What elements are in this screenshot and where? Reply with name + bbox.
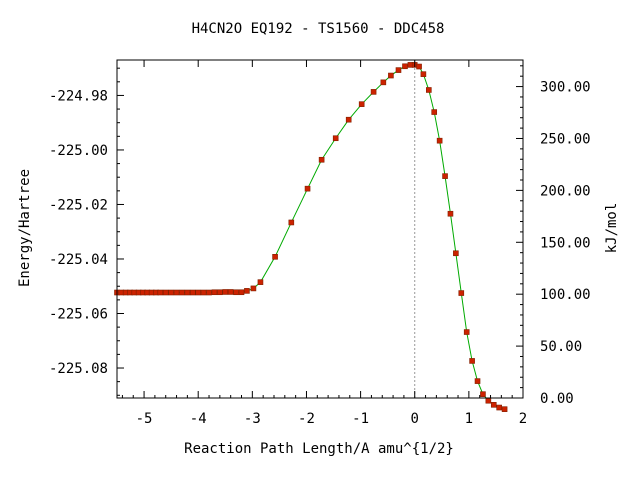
data-point xyxy=(206,289,212,296)
y2-axis-label: kJ/mol xyxy=(604,203,620,254)
data-point xyxy=(257,279,264,285)
data-point xyxy=(222,289,229,295)
data-point xyxy=(184,289,191,296)
data-point xyxy=(474,378,481,384)
data-point xyxy=(380,79,387,86)
data-point xyxy=(436,137,443,144)
data-point xyxy=(358,101,365,107)
y2-tick-label: 100.00 xyxy=(540,287,591,303)
x-tick-label: 1 xyxy=(465,411,473,427)
data-point xyxy=(288,219,295,226)
y2-tick-label: 300.00 xyxy=(540,80,591,96)
data-point xyxy=(388,72,394,79)
data-point xyxy=(173,289,180,296)
data-point xyxy=(345,116,352,123)
data-point xyxy=(195,289,201,296)
data-point xyxy=(480,391,486,397)
series-line xyxy=(117,64,505,410)
x-tick-label: -5 xyxy=(136,411,153,427)
y-axis-label: Energy/Hartree xyxy=(17,169,33,287)
chart-title: H4CN2O EQ192 - TS1560 - DDC458 xyxy=(192,21,445,37)
x-tick-label: -1 xyxy=(352,411,369,427)
data-point xyxy=(469,358,475,364)
x-axis-label: Reaction Path Length/A amu^{1/2} xyxy=(184,441,454,457)
data-point xyxy=(211,289,218,296)
y2-tick-label: 250.00 xyxy=(540,131,591,147)
data-point xyxy=(402,63,408,70)
data-point xyxy=(162,289,169,296)
data-point xyxy=(272,254,278,260)
data-point xyxy=(179,289,185,296)
data-point xyxy=(501,406,508,412)
data-point xyxy=(332,135,339,142)
data-point xyxy=(442,173,448,179)
data-point xyxy=(238,289,245,296)
data-point xyxy=(244,288,250,294)
data-point xyxy=(453,250,459,257)
data-point xyxy=(233,289,239,296)
y2-tick-label: 0.00 xyxy=(540,391,574,407)
data-point xyxy=(304,185,311,192)
data-point xyxy=(416,63,422,70)
data-point xyxy=(157,289,164,296)
data-point xyxy=(447,210,454,217)
y-tick-label: -225.00 xyxy=(49,143,108,159)
data-point xyxy=(426,87,432,93)
data-point xyxy=(227,289,234,295)
y-tick-label: -224.98 xyxy=(49,88,108,104)
data-point xyxy=(395,67,402,73)
x-tick-label: -3 xyxy=(244,411,261,427)
data-point xyxy=(318,156,325,163)
y-tick-label: -225.02 xyxy=(49,197,108,213)
x-tick-label: 0 xyxy=(411,411,419,427)
data-point xyxy=(490,402,497,408)
y2-tick-label: 50.00 xyxy=(540,339,582,355)
data-point xyxy=(458,290,465,296)
data-point xyxy=(217,289,223,296)
y-tick-label: -225.06 xyxy=(49,307,108,323)
data-point xyxy=(463,329,470,335)
x-tick-label: -4 xyxy=(190,411,207,427)
data-point xyxy=(168,289,174,296)
x-tick-label: 2 xyxy=(519,411,527,427)
data-point xyxy=(431,109,438,115)
data-point xyxy=(420,71,427,77)
y2-tick-label: 200.00 xyxy=(540,183,591,199)
data-point xyxy=(370,89,377,95)
data-point xyxy=(250,285,257,292)
data-point xyxy=(200,289,207,296)
y-tick-label: -225.04 xyxy=(49,252,108,268)
y-tick-label: -225.08 xyxy=(49,361,108,377)
x-tick-label: -2 xyxy=(298,411,315,427)
data-point xyxy=(189,289,196,296)
y2-tick-label: 150.00 xyxy=(540,235,591,251)
data-point xyxy=(485,397,492,404)
data-point xyxy=(496,404,502,411)
plot-frame xyxy=(116,59,524,399)
plot-area: -5 -4 -3 -2 -1 0 1 2 -224.98 -225.00 -225.02 -225.0… xyxy=(49,59,591,427)
